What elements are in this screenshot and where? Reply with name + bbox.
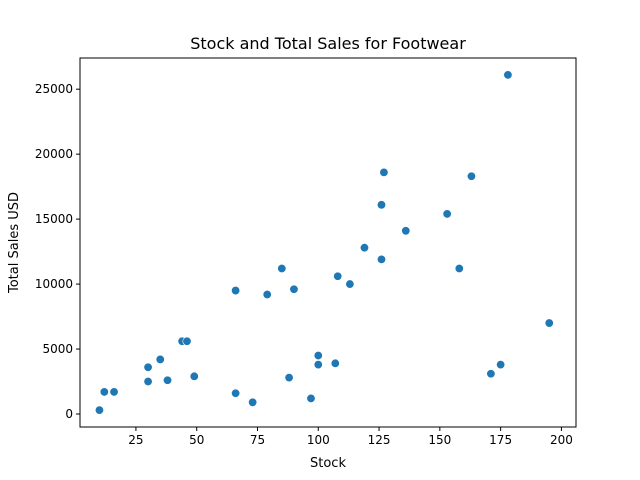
scatter-point-13 <box>248 398 256 406</box>
x-tick-label: 200 <box>550 433 573 447</box>
scatter-point-12 <box>231 389 239 397</box>
scatter-point-1 <box>95 406 103 414</box>
scatter-point-10 <box>190 372 198 380</box>
scatter-point-17 <box>290 285 298 293</box>
scatter-point-9 <box>183 337 191 345</box>
scatter-point-7 <box>163 376 171 384</box>
plot-frame <box>80 58 576 427</box>
scatter-point-32 <box>487 370 495 378</box>
scatter-point-35 <box>545 319 553 327</box>
scatter-point-25 <box>377 201 385 209</box>
y-tick-label: 15000 <box>35 212 73 226</box>
x-axis-label: Stock <box>310 456 346 471</box>
y-axis-label: Total Sales USD <box>7 192 22 294</box>
scatter-point-5 <box>144 377 152 385</box>
scatter-point-20 <box>314 360 322 368</box>
scatter-point-3 <box>110 388 118 396</box>
scatter-point-16 <box>285 373 293 381</box>
scatter-point-14 <box>263 290 271 298</box>
scatter-point-11 <box>231 286 239 294</box>
x-tick-label: 175 <box>489 433 512 447</box>
scatter-point-2 <box>100 388 108 396</box>
scatter-point-26 <box>377 255 385 263</box>
scatter-point-31 <box>467 172 475 180</box>
x-tick-label: 50 <box>189 433 204 447</box>
y-tick-label: 20000 <box>35 147 73 161</box>
chart-title: Stock and Total Sales for Footwear <box>190 34 466 53</box>
points-layer <box>95 71 553 415</box>
scatter-point-21 <box>331 359 339 367</box>
scatter-point-24 <box>360 244 368 252</box>
y-tick-label: 25000 <box>35 82 73 96</box>
y-tick-label: 5000 <box>42 342 73 356</box>
x-tick-label: 75 <box>250 433 265 447</box>
scatter-point-19 <box>314 351 322 359</box>
x-tick-label: 100 <box>307 433 330 447</box>
scatter-point-29 <box>443 210 451 218</box>
x-tick-label: 150 <box>428 433 451 447</box>
scatter-point-30 <box>455 264 463 272</box>
scatter-point-4 <box>144 363 152 371</box>
scatter-point-18 <box>307 394 315 402</box>
y-tick-label: 0 <box>65 407 73 421</box>
x-tick-label: 25 <box>128 433 143 447</box>
scatter-point-6 <box>156 355 164 363</box>
scatter-point-15 <box>278 264 286 272</box>
scatter-point-23 <box>346 280 354 288</box>
scatter-point-28 <box>402 227 410 235</box>
scatter-point-34 <box>504 71 512 79</box>
y-tick-label: 10000 <box>35 277 73 291</box>
scatter-point-33 <box>496 360 504 368</box>
x-tick-label: 125 <box>368 433 391 447</box>
scatter-point-27 <box>380 168 388 176</box>
scatter-point-22 <box>334 272 342 280</box>
